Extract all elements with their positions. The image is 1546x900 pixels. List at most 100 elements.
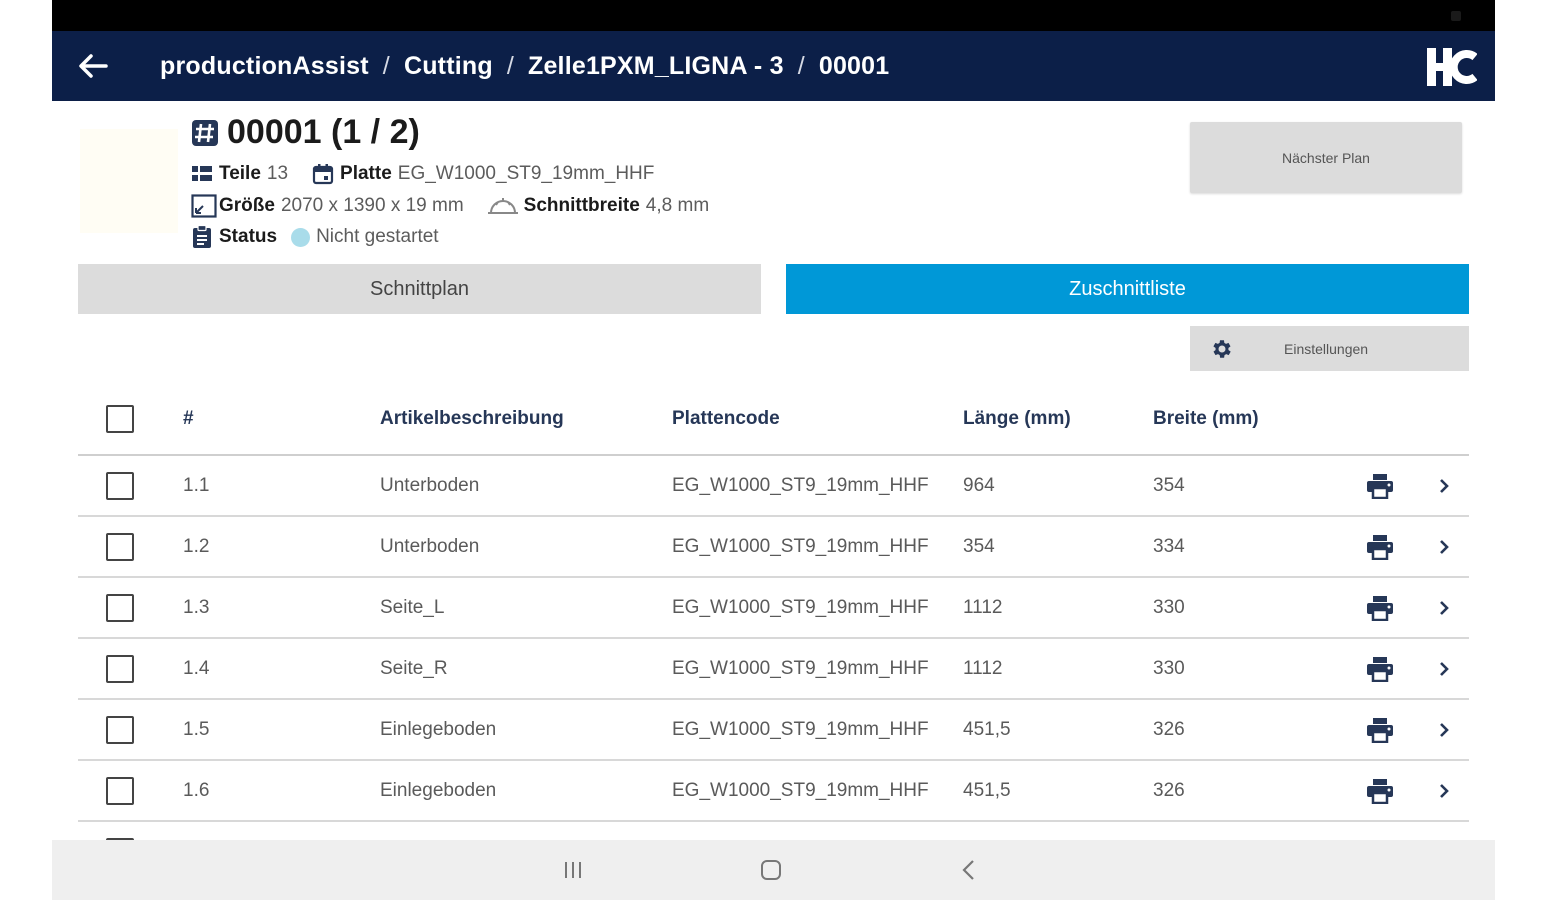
kerf-value: 4,8 mm <box>645 195 710 216</box>
row-width: 326 <box>1153 718 1185 740</box>
system-back-icon[interactable] <box>954 856 984 884</box>
row-length: 451,5 <box>963 779 1011 801</box>
chevron-right-icon[interactable] <box>1436 780 1452 802</box>
row-description: Seite_R <box>380 657 448 679</box>
breadcrumb-item-cutting[interactable]: Cutting <box>403 51 493 80</box>
row-length: 451,5 <box>963 718 1011 740</box>
system-status-bar <box>52 0 1495 31</box>
header-description[interactable]: Artikelbeschreibung <box>380 408 564 429</box>
row-number: 1.3 <box>183 596 210 618</box>
print-icon[interactable] <box>1366 656 1394 682</box>
settings-button[interactable]: Einstellungen <box>1190 326 1469 371</box>
row-width: 354 <box>1153 474 1185 496</box>
size-value: 2070 x 1390 x 19 mm <box>280 195 464 216</box>
header-width[interactable]: Breite (mm) <box>1153 408 1259 429</box>
header-number: # <box>183 408 194 429</box>
list-icon <box>192 166 212 181</box>
table-row[interactable]: 1.1 Unterboden EG_W1000_ST9_19mm_HHF 964… <box>78 456 1469 517</box>
hash-icon <box>192 119 218 146</box>
cutting-list-table: # Artikelbeschreibung Plattencode Länge … <box>78 384 1469 881</box>
row-checkbox[interactable] <box>106 593 134 622</box>
view-tabs: Schnittplan Zuschnittliste <box>78 264 1469 314</box>
row-number: 1.2 <box>183 535 210 557</box>
row-checkbox[interactable] <box>106 776 134 805</box>
arrow-left-icon <box>79 54 108 78</box>
breadcrumb: productionAssist / Cutting / Zelle1PXM_L… <box>160 52 889 81</box>
breadcrumb-separator: / <box>382 51 390 80</box>
dimensions-icon <box>191 194 217 218</box>
plan-header: 00001 (1 / 2) Teile 13 Platte EG_W1000_S… <box>52 101 1495 261</box>
row-board-code: EG_W1000_ST9_19mm_HHF <box>672 535 929 557</box>
row-board-code: EG_W1000_ST9_19mm_HHF <box>672 718 929 740</box>
row-number: 1.6 <box>183 779 210 801</box>
parts-value: 13 <box>266 163 289 184</box>
meta-line-status: Status Nicht gestartet <box>191 225 439 249</box>
table-header: # Artikelbeschreibung Plattencode Länge … <box>78 384 1469 456</box>
select-all-checkbox[interactable] <box>106 405 134 433</box>
row-board-code: EG_W1000_ST9_19mm_HHF <box>672 596 929 618</box>
size-label: Größe <box>219 195 275 216</box>
row-description: Einlegeboden <box>380 779 497 801</box>
header-length[interactable]: Länge (mm) <box>963 408 1071 429</box>
chevron-right-icon[interactable] <box>1436 536 1452 558</box>
chevron-right-icon[interactable] <box>1436 597 1452 619</box>
tab-schnittplan[interactable]: Schnittplan <box>78 264 761 314</box>
calendar-icon <box>312 164 334 185</box>
row-checkbox[interactable] <box>106 654 134 683</box>
board-label: Platte <box>340 163 392 184</box>
chevron-right-icon[interactable] <box>1436 475 1452 497</box>
kerf-label: Schnittbreite <box>523 195 640 216</box>
brand-logo <box>1427 48 1477 86</box>
home-icon[interactable] <box>756 856 786 884</box>
tablet-screen: productionAssist / Cutting / Zelle1PXM_L… <box>52 0 1495 900</box>
row-description: Seite_L <box>380 596 445 618</box>
header-board-code[interactable]: Plattencode <box>672 408 780 429</box>
print-icon[interactable] <box>1366 473 1394 499</box>
breadcrumb-separator: / <box>506 51 514 80</box>
table-row[interactable]: 1.4 Seite_R EG_W1000_ST9_19mm_HHF 1112 3… <box>78 639 1469 700</box>
meta-line-size: Größe 2070 x 1390 x 19 mm Schnittbreite … <box>191 194 709 218</box>
recent-apps-icon[interactable] <box>558 856 588 884</box>
board-value: EG_W1000_ST9_19mm_HHF <box>397 163 655 184</box>
table-row[interactable]: 1.6 Einlegeboden EG_W1000_ST9_19mm_HHF 4… <box>78 761 1469 822</box>
breadcrumb-item-plan: 00001 <box>818 51 890 80</box>
gear-icon <box>1213 339 1231 358</box>
chevron-right-icon[interactable] <box>1436 658 1452 680</box>
print-icon[interactable] <box>1366 778 1394 804</box>
row-description: Einlegeboden <box>380 718 497 740</box>
row-description: Unterboden <box>380 535 480 557</box>
row-length: 964 <box>963 474 995 496</box>
back-button[interactable] <box>74 47 112 85</box>
row-checkbox[interactable] <box>106 471 134 500</box>
row-checkbox[interactable] <box>106 715 134 744</box>
status-value: Nicht gestartet <box>316 226 439 247</box>
print-icon[interactable] <box>1366 534 1394 560</box>
table-row[interactable]: 1.2 Unterboden EG_W1000_ST9_19mm_HHF 354… <box>78 517 1469 578</box>
row-length: 1112 <box>963 657 1003 679</box>
status-dot-icon <box>291 227 311 247</box>
plan-title-text: 00001 (1 / 2) <box>227 113 420 151</box>
print-icon[interactable] <box>1366 717 1394 743</box>
system-navigation-bar <box>52 840 1495 900</box>
row-number: 1.4 <box>183 657 210 679</box>
row-board-code: EG_W1000_ST9_19mm_HHF <box>672 657 929 679</box>
board-thumbnail <box>80 129 178 233</box>
clipboard-icon <box>193 225 211 248</box>
row-board-code: EG_W1000_ST9_19mm_HHF <box>672 779 929 801</box>
breadcrumb-item-productionassist[interactable]: productionAssist <box>160 51 369 80</box>
chevron-right-icon[interactable] <box>1436 719 1452 741</box>
row-board-code: EG_W1000_ST9_19mm_HHF <box>672 474 929 496</box>
tab-zuschnittliste[interactable]: Zuschnittliste <box>786 264 1469 314</box>
app-bar: productionAssist / Cutting / Zelle1PXM_L… <box>52 31 1495 101</box>
plan-title: 00001 (1 / 2) <box>191 113 420 152</box>
status-label: Status <box>219 226 278 247</box>
table-row[interactable]: 1.3 Seite_L EG_W1000_ST9_19mm_HHF 1112 3… <box>78 578 1469 639</box>
next-plan-label: Nächster Plan <box>1282 149 1370 166</box>
row-length: 354 <box>963 535 995 557</box>
print-icon[interactable] <box>1366 595 1394 621</box>
next-plan-button[interactable]: Nächster Plan <box>1190 122 1462 193</box>
table-row[interactable]: 1.5 Einlegeboden EG_W1000_ST9_19mm_HHF 4… <box>78 700 1469 761</box>
breadcrumb-item-cell[interactable]: Zelle1PXM_LIGNA - 3 <box>527 51 784 80</box>
row-checkbox[interactable] <box>106 532 134 561</box>
row-width: 330 <box>1153 596 1185 618</box>
